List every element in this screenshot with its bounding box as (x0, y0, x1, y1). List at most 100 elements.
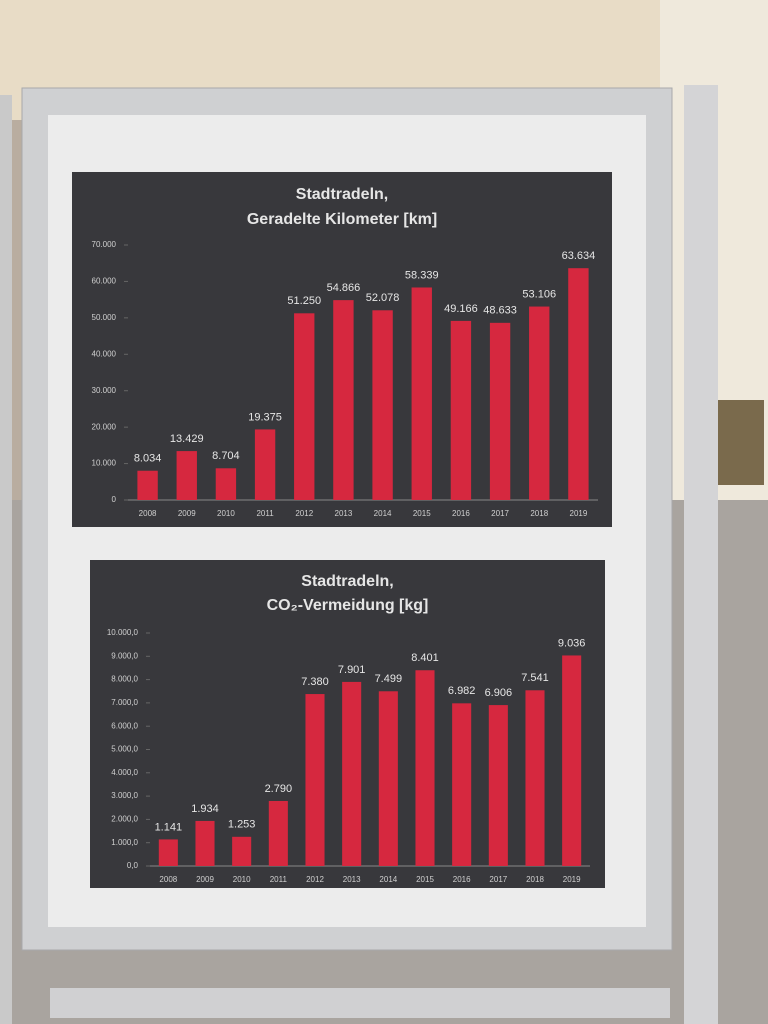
x-tick-label: 2015 (413, 509, 431, 518)
bar (342, 681, 362, 866)
bar (488, 705, 508, 866)
stand-bar (50, 988, 670, 1018)
x-tick-label: 2009 (178, 509, 196, 518)
value-label: 1.141 (155, 821, 183, 833)
y-tick-label: 8.000,0 (111, 675, 138, 684)
value-label: 8.401 (411, 652, 439, 664)
y-tick-label: 10.000,0 (107, 628, 139, 637)
bar (378, 691, 398, 866)
pole (0, 95, 12, 1024)
chart-title: CO₂-Vermeidung [kg] (267, 597, 429, 614)
bar (568, 268, 589, 500)
bar (215, 468, 237, 500)
y-tick-label: 50.000 (92, 313, 117, 322)
pole (684, 85, 718, 1024)
y-tick-label: 6.000,0 (111, 721, 138, 730)
bar (232, 836, 252, 866)
x-tick-label: 2010 (233, 875, 251, 884)
value-label: 6.982 (448, 685, 476, 697)
chart-title: Stadtradeln, (296, 186, 388, 203)
chart-title: Stadtradeln, (301, 573, 393, 590)
x-tick-label: 2017 (491, 509, 509, 518)
y-tick-label: 2.000,0 (111, 815, 138, 824)
bar (268, 800, 288, 866)
value-label: 8.034 (134, 453, 162, 465)
x-tick-label: 2011 (256, 509, 274, 518)
x-tick-label: 2010 (217, 509, 235, 518)
y-tick-label: 7.000,0 (111, 698, 138, 707)
y-tick-label: 40.000 (92, 349, 117, 358)
x-tick-label: 2009 (196, 875, 214, 884)
value-label: 8.704 (212, 450, 240, 462)
value-label: 9.036 (558, 637, 586, 649)
value-label: 7.380 (301, 676, 329, 688)
y-tick-label: 0 (112, 495, 117, 504)
bar (176, 451, 197, 500)
y-tick-label: 70.000 (92, 240, 117, 249)
y-tick-label: 1.000,0 (111, 838, 138, 847)
x-tick-label: 2019 (563, 875, 581, 884)
bar (254, 429, 276, 500)
y-tick-label: 10.000 (92, 459, 117, 468)
x-tick-label: 2013 (335, 509, 353, 518)
x-tick-label: 2016 (453, 875, 471, 884)
value-label: 1.934 (191, 803, 219, 815)
value-label: 1.253 (228, 819, 256, 831)
y-tick-label: 9.000,0 (111, 651, 138, 660)
bar (562, 655, 582, 866)
value-label: 58.339 (405, 269, 439, 281)
y-tick-label: 3.000,0 (111, 791, 138, 800)
bar (158, 839, 178, 866)
x-tick-label: 2013 (343, 875, 361, 884)
y-tick-label: 30.000 (92, 386, 117, 395)
y-tick-label: 60.000 (92, 277, 117, 286)
bar (305, 694, 325, 866)
x-tick-label: 2008 (139, 509, 157, 518)
x-tick-label: 2011 (270, 875, 288, 884)
x-tick-label: 2019 (570, 509, 588, 518)
x-tick-label: 2008 (159, 875, 177, 884)
bar (372, 310, 393, 500)
value-label: 7.499 (375, 673, 403, 685)
x-tick-label: 2018 (526, 875, 544, 884)
x-tick-label: 2012 (295, 509, 313, 518)
value-label: 2.790 (265, 783, 293, 795)
shop-window (712, 400, 764, 485)
bar (415, 670, 435, 866)
bar (452, 703, 472, 866)
y-tick-label: 4.000,0 (111, 768, 138, 777)
x-tick-label: 2014 (374, 509, 392, 518)
value-label: 19.375 (248, 411, 282, 423)
bar (411, 287, 432, 500)
bar (333, 300, 354, 500)
bar (294, 313, 315, 500)
x-tick-label: 2015 (416, 875, 434, 884)
bar (525, 690, 545, 866)
y-tick-label: 0,0 (127, 861, 139, 870)
bar (529, 306, 550, 500)
value-label: 7.901 (338, 664, 366, 676)
x-tick-label: 2016 (452, 509, 470, 518)
bar (137, 470, 158, 500)
value-label: 54.866 (327, 282, 361, 294)
value-label: 52.078 (366, 292, 400, 304)
value-label: 13.429 (170, 433, 204, 445)
x-tick-label: 2014 (379, 875, 397, 884)
value-label: 53.106 (522, 288, 556, 300)
bar (450, 320, 472, 500)
value-label: 7.541 (521, 672, 549, 684)
y-tick-label: 5.000,0 (111, 745, 138, 754)
value-label: 6.906 (485, 687, 513, 699)
bar (489, 322, 511, 500)
value-label: 49.166 (444, 303, 478, 315)
bar (195, 820, 215, 866)
value-label: 48.633 (483, 305, 517, 317)
value-label: 63.634 (562, 250, 596, 262)
value-label: 51.250 (287, 295, 321, 307)
chart-title: Geradelte Kilometer [km] (247, 211, 437, 228)
x-tick-label: 2018 (530, 509, 548, 518)
x-tick-label: 2012 (306, 875, 324, 884)
x-tick-label: 2017 (489, 875, 507, 884)
y-tick-label: 20.000 (92, 422, 117, 431)
